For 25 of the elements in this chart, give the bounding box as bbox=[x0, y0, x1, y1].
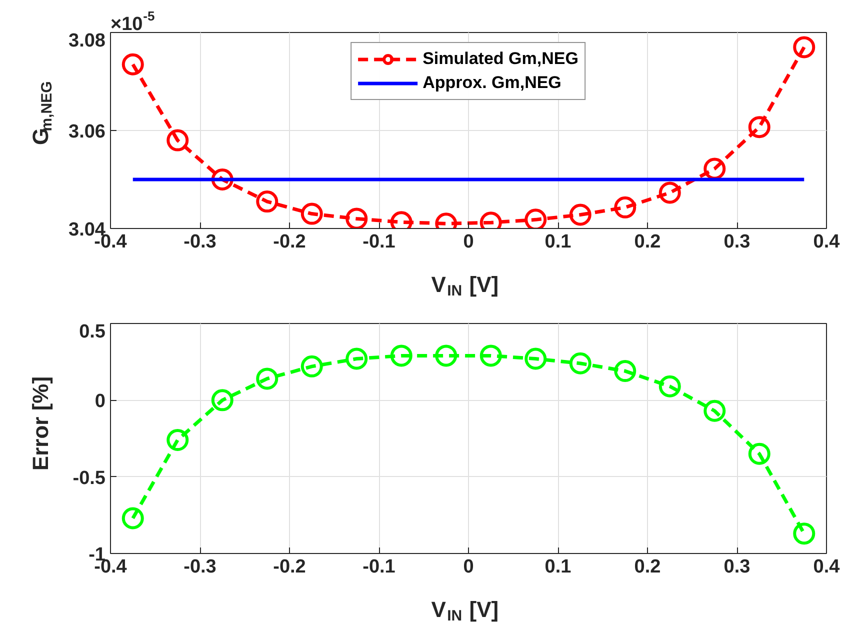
x-tick-label: -0.1 bbox=[362, 556, 396, 578]
y-axis-title: Error [%] bbox=[28, 376, 53, 471]
x-tick-label: 0.1 bbox=[544, 556, 572, 578]
x-tick-label: -0.2 bbox=[273, 556, 306, 578]
x-tick-label: 0.3 bbox=[724, 556, 750, 578]
x-tick-label: 0 bbox=[463, 232, 474, 252]
x-tick-label: -0.2 bbox=[273, 232, 306, 252]
legend-label: Approx. Gm,NEG bbox=[422, 73, 562, 93]
x-tick-label: 0.4 bbox=[813, 556, 840, 578]
x-tick-label: -0.3 bbox=[184, 556, 216, 578]
y-tick-label: 0.5 bbox=[79, 322, 106, 342]
x-tick-label: -0.3 bbox=[184, 232, 216, 252]
x-tick-label: 0 bbox=[463, 556, 474, 578]
x-tick-label: 0.1 bbox=[544, 232, 572, 252]
x-tick-label: 0.2 bbox=[634, 556, 661, 578]
x-tick-label: -0.1 bbox=[362, 232, 396, 252]
y-axis-title: Gm,NEG bbox=[28, 81, 56, 145]
y-tick-label: 3.06 bbox=[68, 122, 106, 142]
legend-label: Simulated Gm,NEG bbox=[422, 49, 578, 69]
x-tick-label: 0.2 bbox=[634, 232, 661, 252]
x-tick-label: 0.3 bbox=[724, 232, 750, 252]
y-tick-label: -0.5 bbox=[72, 468, 106, 489]
y-tick-label: 3.08 bbox=[68, 30, 106, 52]
x-tick-label: 0.4 bbox=[813, 232, 840, 252]
y-tick-label: 0 bbox=[94, 391, 106, 412]
